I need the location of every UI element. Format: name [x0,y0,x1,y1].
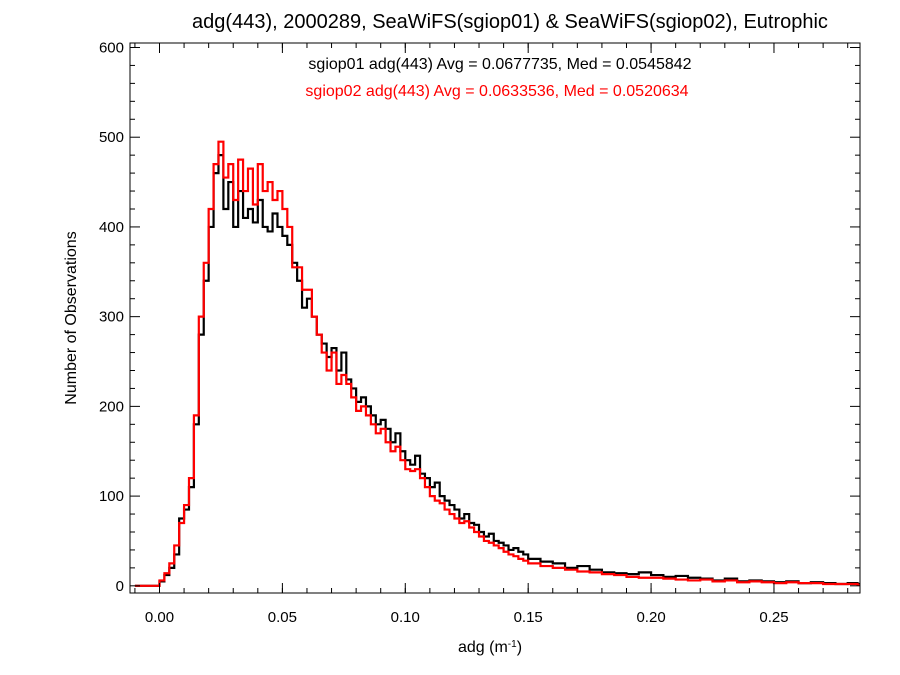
annotation-sgiop01: sgiop01 adg(443) Avg = 0.0677735, Med = … [308,56,691,73]
x-tick-label: 0.25 [759,609,788,626]
annotation-sgiop02: sgiop02 adg(443) Avg = 0.0633536, Med = … [305,83,688,100]
series-line-sgiop02 [134,140,860,587]
y-tick-label: 100 [99,488,124,505]
x-tick-label: 0.15 [514,609,543,626]
series-line-sgiop01 [134,154,860,587]
plot-series [134,140,860,587]
y-tick-label: 600 [99,39,124,56]
axes: 0.00 0.05 0.10 0.15 0.20 0.25 0 100 200 300 400 500… [99,39,861,626]
y-axis-label: Number of Observations [63,231,80,404]
y-tick-label: 400 [99,219,124,236]
chart-title: adg(443), 2000289, SeaWiFS(sgiop01) & Se… [192,11,828,33]
x-axis-label-main: adg (m [458,639,508,656]
x-tick-label: 0.10 [391,609,420,626]
plot-frame [129,42,861,594]
y-tick-label: 0 [116,578,124,595]
y-tick-label: 300 [99,309,124,326]
x-tick-label: 0.20 [636,609,665,626]
x-axis-label: adg (m-1) [458,639,522,657]
y-tick-label: 200 [99,398,124,415]
x-axis-label-suffix: ) [517,639,522,656]
x-tick-label: 0.05 [268,609,297,626]
x-axis-label-sup: -1 [508,639,517,650]
y-tick-label: 500 [99,129,124,146]
x-tick-label: 0.00 [145,609,174,626]
